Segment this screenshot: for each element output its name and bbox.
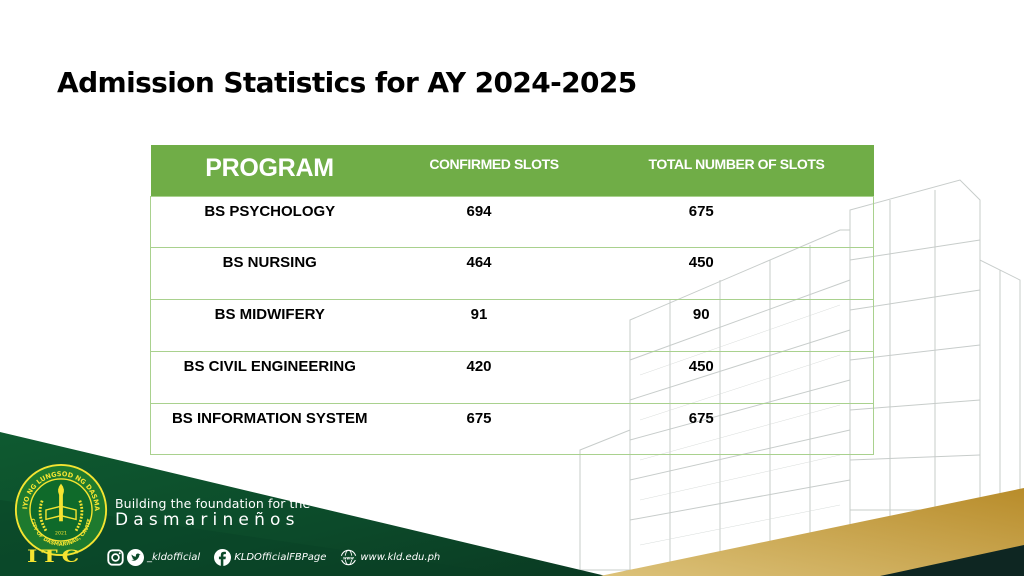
table-row: BS INFORMATION SYSTEM 675 675 [150, 402, 874, 456]
program-cell: BS MIDWIFERY [150, 299, 389, 352]
facebook-page-name[interactable]: KLDOfficialFBPage [234, 551, 327, 563]
table-row: BS NURSING 464 450 [150, 247, 874, 300]
confirmed-slots-cell: 91 [388, 299, 600, 352]
total-slots-cell: 450 [599, 247, 874, 300]
table-row: BS CIVIL ENGINEERING 420 450 [150, 350, 874, 404]
total-slots-cell: 675 [599, 195, 874, 248]
column-header-program: PROGRAM [205, 154, 334, 182]
school-seal-logo: KOLEHIYO NG LUNGSOD NG DASMARIÑAS CITY O… [14, 463, 108, 557]
admission-statistics-table: PROGRAM CONFIRMED SLOTS TOTAL NUMBER OF … [150, 145, 874, 456]
website-url[interactable]: www.kld.edu.ph [360, 551, 441, 563]
instagram-icon[interactable] [107, 548, 124, 566]
program-cell: BS PSYCHOLOGY [150, 195, 389, 248]
table-row: BS MIDWIFERY 91 90 [150, 299, 874, 352]
tagline-line2: Dasmarineños [115, 510, 300, 530]
page-title: Admission Statistics for AY 2024-2025 [57, 66, 637, 99]
program-cell: BS NURSING [150, 247, 389, 300]
column-header-confirmed-slots: CONFIRMED SLOTS [429, 156, 559, 172]
total-slots-cell: 90 [599, 299, 874, 352]
total-slots-cell: 450 [599, 350, 874, 404]
program-cell: BS INFORMATION SYSTEM [150, 402, 389, 456]
total-slots-cell: 675 [599, 402, 874, 456]
svg-text:www: www [343, 555, 354, 560]
confirmed-slots-cell: 694 [388, 195, 600, 248]
svg-text:2021: 2021 [55, 530, 67, 536]
table-header-row: PROGRAM CONFIRMED SLOTS TOTAL NUMBER OF … [150, 145, 874, 196]
itc-brand-mark: ITC [27, 547, 84, 567]
program-cell: BS CIVIL ENGINEERING [150, 350, 389, 404]
twitter-instagram-handle[interactable]: _kldofficial [147, 551, 201, 563]
table-row: BS PSYCHOLOGY 694 675 [150, 195, 874, 248]
confirmed-slots-cell: 675 [388, 402, 600, 456]
tagline: Building the foundation for the Dasmarin… [115, 496, 310, 530]
twitter-icon[interactable] [127, 548, 144, 566]
column-header-total-slots: TOTAL NUMBER OF SLOTS [648, 156, 825, 172]
confirmed-slots-cell: 420 [388, 350, 600, 404]
tagline-line1: Building the foundation for the [115, 496, 311, 511]
globe-www-icon[interactable]: www [340, 549, 358, 566]
facebook-icon[interactable] [214, 548, 232, 566]
confirmed-slots-cell: 464 [388, 247, 600, 300]
social-links-bar: ITC _kldofficial KLDOfficialFBPage www w… [27, 547, 454, 567]
